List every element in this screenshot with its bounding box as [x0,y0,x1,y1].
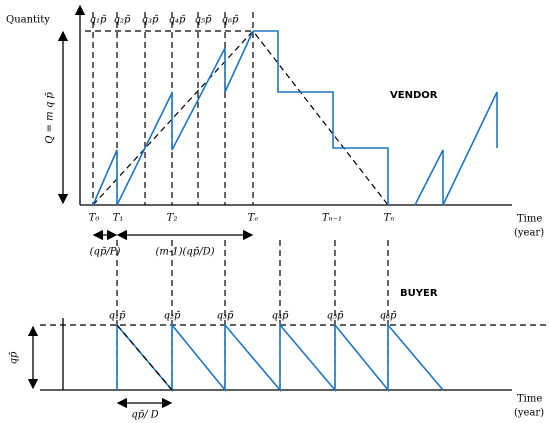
buyer-title: BUYER [400,288,438,299]
vendor-title: VENDOR [390,90,438,101]
batch-label: q₂p̄ [114,15,131,26]
dashed-verticals [92,12,254,205]
time-label: Tₑ [248,213,259,224]
x-axis-label: (year) [514,228,544,239]
time-label: Tₙ [384,213,395,224]
time-label: Tₙ₋₁ [322,213,342,224]
production-sawtooth [92,30,498,206]
interval-label: (m-1)(qp̄/D) [155,247,214,258]
batch-label: q₁p̄ [109,311,126,322]
batch-label: q₅p̄ [327,311,344,322]
interval-label: (qp̄/P) [90,247,121,258]
batch-label: q₄p̄ [272,311,289,322]
batch-label: q₂p̄ [164,311,181,322]
time-label: T₂ [167,213,178,224]
batch-label: q₄p̄ [169,15,186,26]
time-label: T₀ [89,213,100,224]
batch-label: q₃p̄ [142,15,159,26]
x-axis-label: Time [517,214,542,225]
buyer-sawtooth [116,322,444,393]
time-label: T₁ [113,213,124,224]
batch-label: q₆p̄ [222,15,239,26]
vendor-inventory-dashed [92,30,389,206]
dashed-verticals [116,240,389,390]
batch-label: q₆p̄ [380,311,397,322]
x-axis-label: (year) [514,408,544,419]
lot-size: qp̄ [9,351,20,364]
batch-label: q₅p̄ [195,15,212,26]
x-axis-label: Time [517,394,542,405]
interval-label: qp̄/ D [131,410,158,421]
dashed-line [116,324,173,391]
total-quantity: Q = m q p̄ [45,92,56,144]
batch-label: q₁p̄ [90,15,107,26]
batch-label: q₃p̄ [217,311,234,322]
y-axis-label: Quantity [6,15,50,26]
